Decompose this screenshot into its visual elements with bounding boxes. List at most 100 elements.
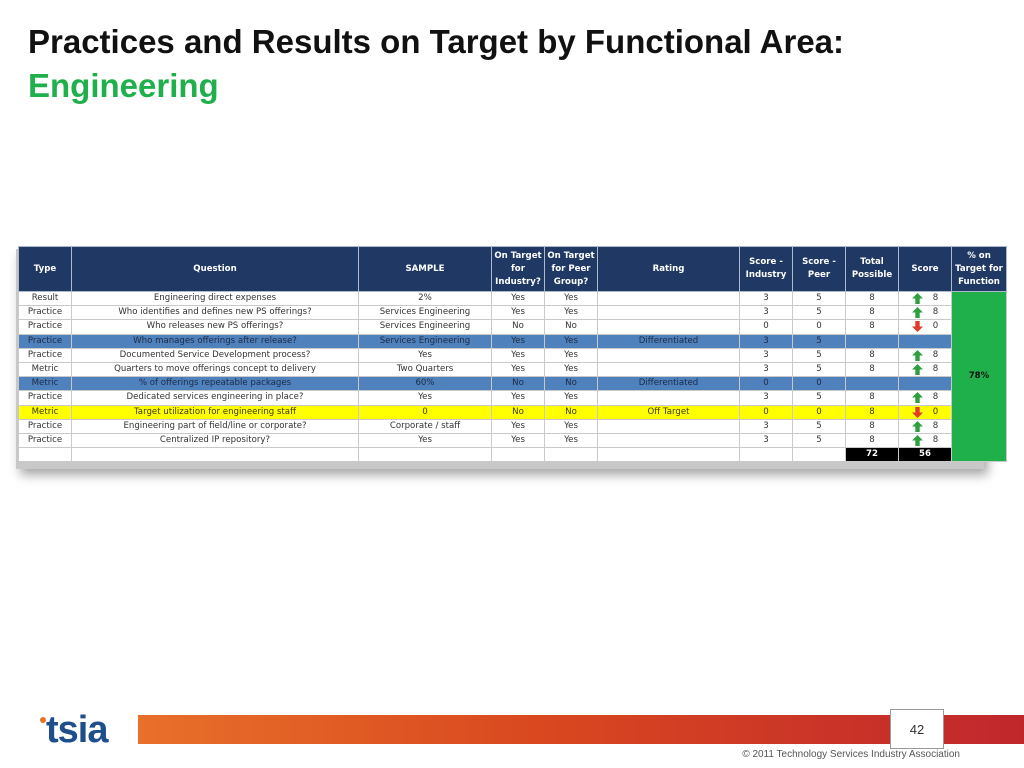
score-cell: 0 [901,406,949,418]
table-row: Metric Target utilization for engineering… [18,404,1007,420]
row-on-target-industry: No [491,376,545,392]
row-sample: Two Quarters [358,361,492,378]
totals-empty-cell [544,447,598,463]
row-type: Practice [18,432,72,449]
header-score-industry: Score - Industry [739,246,793,292]
row-type: Metric [18,361,72,378]
row-total-possible: 8 [845,404,899,420]
row-score-industry: 0 [739,404,793,420]
row-rating [597,390,740,406]
row-on-target-industry: No [491,404,545,420]
arrow-up-icon [911,293,923,305]
row-score-peer: 5 [792,347,846,363]
row-sample: Services Engineering [358,305,492,321]
table-row: Metric% of offerings repeatable packages… [18,376,1007,392]
score-value: 8 [932,434,939,445]
logo-text: tsia [46,709,109,750]
row-score-industry: 3 [739,290,793,307]
arrow-up-icon [911,392,923,404]
table-row: Practice Engineering part of field/line o… [18,418,1007,434]
header-type: Type [18,246,72,292]
row-question: % of offerings repeatable packages [71,376,359,392]
score-value: 0 [932,321,939,332]
score-value: 8 [932,307,939,318]
table-row: Practice Centralized IP repository? Yes Yes… [18,432,1007,449]
row-rating [597,305,740,321]
score-cell: 0 [901,321,949,333]
row-rating: Differentiated [597,333,740,349]
row-score-peer: 5 [792,290,846,307]
row-on-target-industry: Yes [491,390,545,406]
score-cell: 8 [901,420,949,432]
row-on-target-peer: No [544,376,598,392]
arrow-down-icon [911,406,923,418]
pct-on-target-value: 78% [951,290,1007,463]
row-total-possible: 8 [845,319,899,335]
row-on-target-peer: Yes [544,432,598,449]
row-score [898,333,952,349]
row-score: 0 [898,404,952,420]
row-rating [597,432,740,449]
row-rating [597,319,740,335]
row-score-peer: 5 [792,418,846,434]
row-question: Quarters to move offerings concept to de… [71,361,359,378]
row-sample: Yes [358,390,492,406]
header-row: Type Question SAMPLE On Target for Indus… [18,246,1007,292]
row-sample: Services Engineering [358,333,492,349]
row-on-target-peer: Yes [544,333,598,349]
row-score [898,376,952,392]
row-total-possible: 8 [845,390,899,406]
row-on-target-peer: Yes [544,290,598,307]
title-highlight: Engineering [28,67,219,104]
totals-empty-cell [18,447,72,463]
totals-empty-cell [792,447,846,463]
row-rating: Off Target [597,404,740,420]
table-row: Practice Who manages offerings after rele… [18,333,1007,349]
row-type: Practice [18,347,72,363]
row-rating [597,418,740,434]
total-possible-sum: 72 [845,447,899,463]
row-score-peer: 5 [792,390,846,406]
row-score: 0 [898,319,952,335]
totals-empty-cell [358,447,492,463]
row-on-target-peer: Yes [544,390,598,406]
header-score-peer: Score - Peer [792,246,846,292]
row-score-peer: 5 [792,361,846,378]
header-sample: SAMPLE [358,246,492,292]
score-value: 8 [932,349,939,360]
table-row: Result Engineering direct expenses 2% Yes Ye… [18,290,1007,463]
score-value: 8 [932,293,939,304]
row-question: Who identifies and defines new PS offeri… [71,305,359,321]
row-question: Engineering part of field/line or corpor… [71,418,359,434]
totals-row: 72 56 [18,447,1007,463]
header-rating: Rating [597,246,740,292]
row-type: Metric [18,376,72,392]
row-score: 8 [898,290,952,307]
score-value: 8 [932,420,939,431]
row-on-target-industry: Yes [491,333,545,349]
row-on-target-industry: Yes [491,347,545,363]
row-score-peer: 5 [792,305,846,321]
row-question: Engineering direct expenses [71,290,359,307]
row-rating: Differentiated [597,376,740,392]
footer-bar [138,715,1024,744]
header-question: Question [71,246,359,292]
row-type: Practice [18,418,72,434]
row-on-target-peer: No [544,319,598,335]
row-score-industry: 3 [739,305,793,321]
row-on-target-industry: Yes [491,432,545,449]
row-score: 8 [898,347,952,363]
slide-title: Practices and Results on Target by Funct… [28,20,988,108]
row-sample: Corporate / staff [358,418,492,434]
row-score-peer: 0 [792,319,846,335]
row-question: Who manages offerings after release? [71,333,359,349]
row-on-target-peer: Yes [544,347,598,363]
row-score-industry: 3 [739,333,793,349]
header-total-possible: Total Possible [845,246,899,292]
copyright-text: © 2011 Technology Services Industry Asso… [742,749,960,760]
score-cell: 8 [901,392,949,404]
row-total-possible: 8 [845,361,899,378]
row-score: 8 [898,418,952,434]
row-score: 8 [898,390,952,406]
row-score: 8 [898,361,952,378]
